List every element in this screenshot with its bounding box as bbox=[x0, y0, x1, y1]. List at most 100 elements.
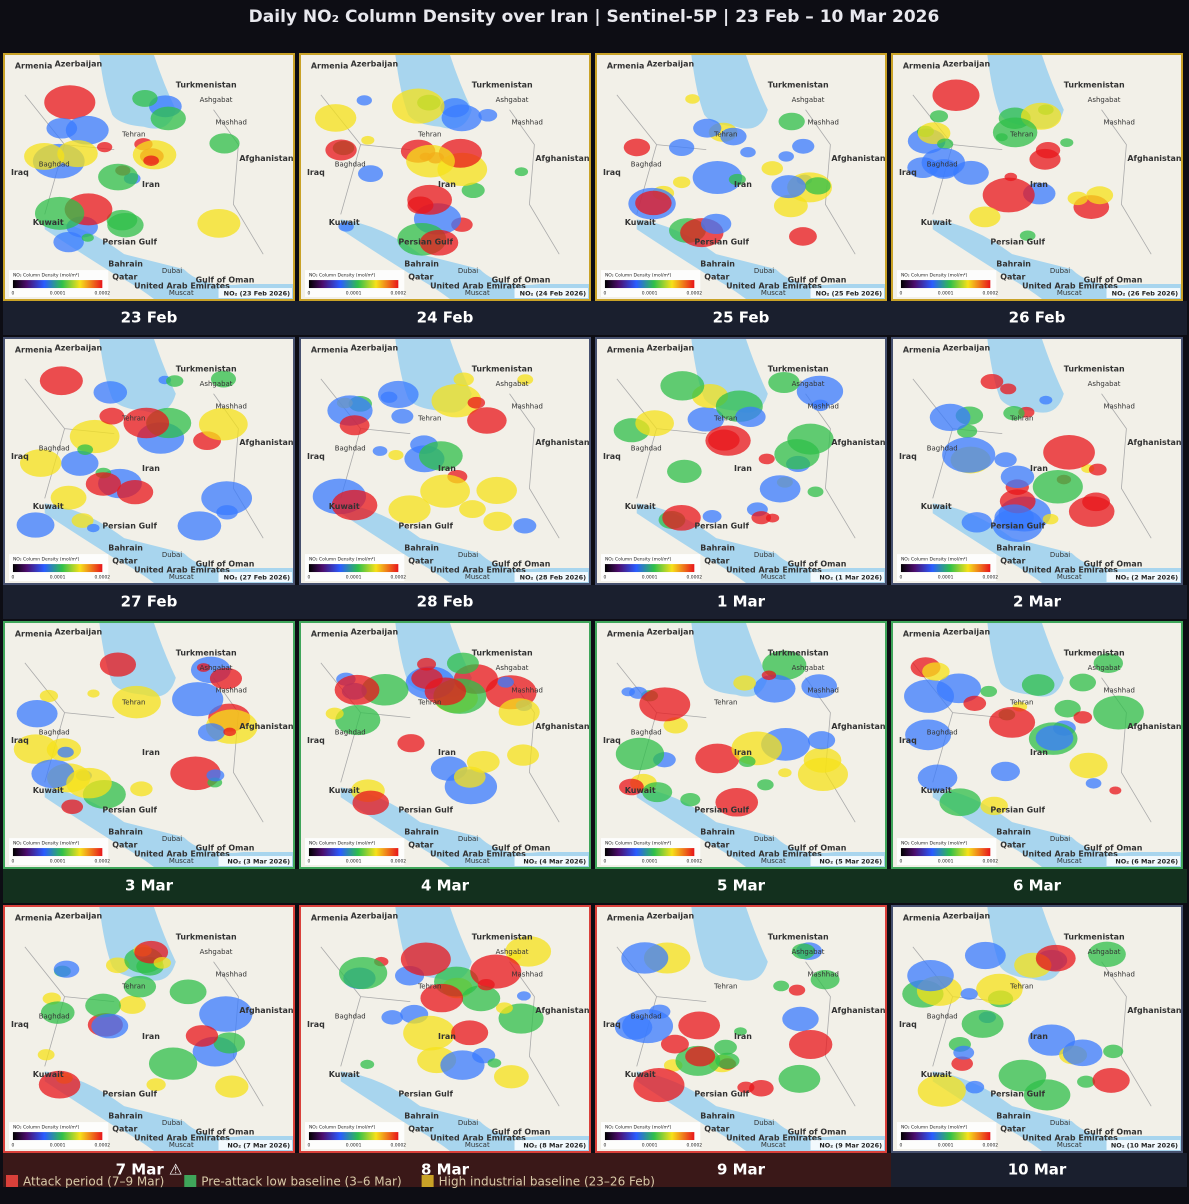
map-label: Ashgabat bbox=[1088, 380, 1121, 388]
no2-plume bbox=[773, 194, 808, 218]
no2-plume bbox=[215, 1075, 249, 1098]
map-label: Iraq bbox=[307, 168, 325, 177]
panel: Armenia Azerbaijan Turkmenistan Ashgabat Mas… bbox=[595, 905, 891, 1187]
no2-plume bbox=[85, 472, 121, 496]
no2-plume bbox=[397, 734, 425, 753]
map-label: Muscat bbox=[169, 573, 194, 581]
no2-plume bbox=[148, 1047, 198, 1080]
date-band bbox=[595, 585, 891, 619]
no2-plume bbox=[787, 423, 834, 455]
map-label: Turkmenistan bbox=[472, 80, 533, 89]
map-label: Mashhad bbox=[808, 119, 839, 127]
map-label: United Arab Emirates bbox=[430, 1134, 526, 1143]
colorbar-tick: 0.0001 bbox=[938, 859, 954, 865]
no2-plume bbox=[804, 177, 831, 195]
colorbar-tick: 0.0002 bbox=[983, 575, 999, 581]
no2-plume bbox=[917, 1074, 966, 1107]
map-label: Iraq bbox=[11, 1020, 29, 1029]
map-label: Qatar bbox=[408, 1125, 433, 1134]
no2-plume bbox=[516, 991, 531, 1001]
colorbar-title: NO₂ Column Density (mol/m²) bbox=[309, 1125, 376, 1131]
map-label: Tehran bbox=[1009, 983, 1033, 991]
panel-date: 10 Mar bbox=[1008, 1161, 1067, 1179]
map-label: Dubai bbox=[754, 551, 774, 559]
map-label: Mashhad bbox=[1104, 687, 1135, 695]
no2-plume bbox=[166, 375, 184, 387]
map-label: Iraq bbox=[899, 168, 917, 177]
map-label: Tehran bbox=[713, 983, 737, 991]
map-label: Muscat bbox=[465, 1141, 490, 1149]
map-label: Persian Gulf bbox=[694, 806, 749, 815]
colorbar-tick: 0.0002 bbox=[687, 859, 703, 865]
map-label: Baghdad bbox=[927, 445, 958, 453]
map-label: Mashhad bbox=[216, 403, 247, 411]
map-label: Tehran bbox=[1009, 131, 1033, 139]
colorbar-title: NO₂ Column Density (mol/m²) bbox=[309, 273, 376, 279]
map-label: Bahrain bbox=[404, 260, 439, 269]
no2-plume bbox=[339, 956, 388, 990]
map: Armenia Azerbaijan Turkmenistan Ashgabat Mas… bbox=[893, 907, 1181, 1151]
no2-plume bbox=[810, 970, 840, 990]
map-label: Dubai bbox=[162, 1119, 182, 1127]
colorbar-tick: 0 bbox=[308, 1143, 311, 1149]
no2-plume bbox=[210, 370, 237, 388]
no2-plume bbox=[107, 212, 144, 238]
map-label: Persian Gulf bbox=[694, 522, 749, 531]
no2-plume bbox=[738, 755, 756, 768]
map-label: Armenia bbox=[903, 61, 940, 70]
map-label: Armenia bbox=[15, 345, 52, 354]
no2-plume bbox=[406, 144, 455, 178]
map-label: Qatar bbox=[704, 1125, 729, 1134]
no2-plume bbox=[1088, 463, 1107, 476]
no2-plume bbox=[1035, 725, 1074, 751]
colorbar-tick: 0.0001 bbox=[642, 859, 658, 865]
no2-plume bbox=[757, 779, 774, 791]
panel-date: 2 Mar bbox=[1013, 593, 1062, 611]
no2-plume bbox=[980, 685, 998, 697]
map-label: Armenia bbox=[311, 629, 348, 638]
no2-plume bbox=[963, 695, 987, 711]
colorbar-tick: 0 bbox=[12, 291, 15, 297]
map-label: Ashgabat bbox=[200, 96, 233, 104]
panel-caption: NO₂ (5 Mar 2026) bbox=[819, 858, 882, 866]
colorbar bbox=[308, 564, 399, 573]
no2-plume bbox=[1088, 941, 1126, 967]
no2-plume bbox=[635, 190, 672, 216]
map-label: Tehran bbox=[417, 983, 441, 991]
no2-plume bbox=[334, 674, 380, 705]
caption-bg bbox=[218, 572, 293, 583]
map-label: Ashgabat bbox=[496, 664, 529, 672]
no2-plume bbox=[1003, 406, 1025, 421]
caspian-sea bbox=[691, 55, 768, 129]
no2-plume bbox=[917, 764, 958, 791]
map-label: Tehran bbox=[713, 131, 737, 139]
map-label: Iran bbox=[142, 748, 160, 757]
colorbar-tick: 0.0001 bbox=[938, 575, 954, 581]
no2-plume bbox=[360, 1059, 375, 1070]
map-label: Gulf of Oman bbox=[196, 1128, 255, 1137]
no2-plume bbox=[57, 140, 98, 168]
no2-plume bbox=[668, 139, 695, 156]
map-label: Kuwait bbox=[921, 502, 952, 511]
no2-plume bbox=[420, 474, 470, 508]
no2-plume bbox=[57, 746, 74, 758]
no2-plume bbox=[206, 769, 225, 782]
no2-plume bbox=[678, 1011, 721, 1040]
colorbar-tick: 0.0002 bbox=[95, 291, 111, 297]
no2-plume bbox=[773, 980, 790, 992]
map-label: Iraq bbox=[899, 452, 917, 461]
map-label: Qatar bbox=[1000, 1125, 1025, 1134]
colorbar-tick: 0.0002 bbox=[95, 1143, 111, 1149]
no2-plume bbox=[476, 476, 517, 505]
caption-bg bbox=[514, 288, 589, 299]
panel: Armenia Azerbaijan Turkmenistan Ashgabat Mas… bbox=[3, 53, 299, 335]
no2-plume bbox=[517, 374, 534, 385]
colorbar-tick: 0.0001 bbox=[642, 291, 658, 297]
no2-plume bbox=[765, 513, 780, 523]
no2-plume bbox=[461, 985, 501, 1012]
date-band bbox=[595, 869, 891, 903]
colorbar-tick: 0.0001 bbox=[346, 1143, 362, 1149]
map-label: Afghanistan bbox=[239, 722, 293, 731]
map-label: Baghdad bbox=[335, 445, 366, 453]
